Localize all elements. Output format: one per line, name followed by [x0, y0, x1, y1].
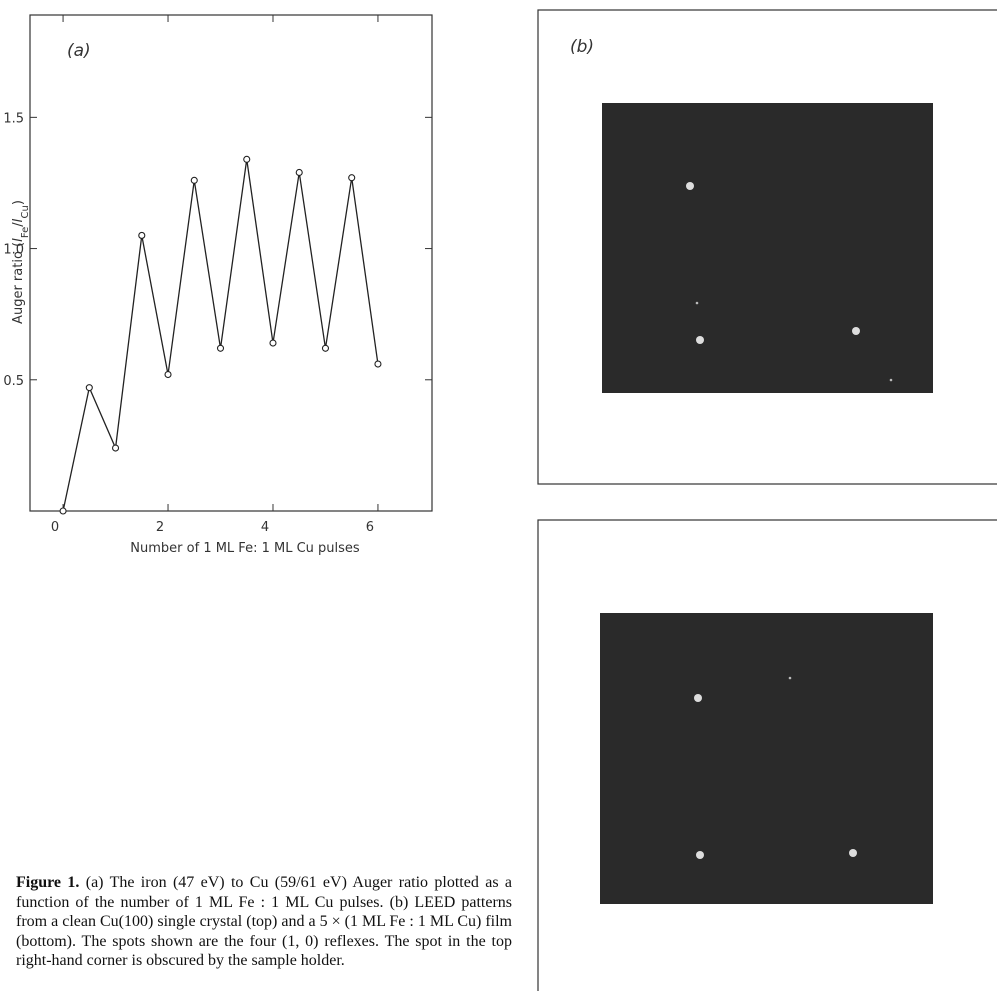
figure: (a) Number of 1 ML Fe: 1 ML Cu pulses Au…: [0, 0, 997, 991]
y-axis-label-part: Cu: [20, 205, 31, 218]
data-point: [86, 385, 92, 391]
data-point: [165, 372, 171, 378]
leed-spot: [849, 849, 857, 857]
x-tick-label: 4: [261, 520, 269, 535]
caption-text: (a) The iron (47 eV) to Cu (59/61 eV) Au…: [16, 874, 512, 969]
leed-spot: [694, 694, 702, 702]
data-point: [218, 345, 224, 351]
leed-spot: [852, 327, 860, 335]
plot-frame: [30, 15, 432, 511]
data-point: [191, 177, 197, 183]
data-point: [270, 340, 276, 346]
panel-label: (a): [67, 41, 91, 61]
x-tick-label: 2: [156, 520, 164, 535]
leed-image: [600, 613, 933, 904]
data-line: [63, 159, 378, 511]
leed-image: [602, 103, 933, 393]
data-point: [322, 345, 328, 351]
leed-spot: [696, 851, 704, 859]
plot-area: 0.5 1.0 1.5 0 2 4 6: [3, 15, 432, 535]
data-point: [296, 169, 302, 175]
caption: Figure 1. (a) The iron (47 eV) to Cu (59…: [16, 873, 512, 971]
leed-spot: [686, 182, 694, 190]
leed-spot: [696, 336, 704, 344]
x-axis-label: Number of 1 ML Fe: 1 ML Cu pulses: [130, 541, 360, 556]
data-point: [139, 232, 145, 238]
y-axis-label-part: Fe: [20, 227, 31, 238]
y-axis-label-part: ): [11, 200, 26, 205]
data-point: [244, 156, 250, 162]
y-tick-label: 1.0: [3, 243, 24, 258]
y-axis-label: Auger ratio (IFe/ICu): [11, 200, 31, 324]
data-point: [349, 175, 355, 181]
data-point: [375, 361, 381, 367]
page: (a) Number of 1 ML Fe: 1 ML Cu pulses Au…: [0, 0, 997, 991]
x-tick-label: 0: [51, 520, 59, 535]
panel-label: (b): [570, 37, 594, 57]
x-tick-label: 6: [366, 520, 374, 535]
y-tick-label: 0.5: [3, 374, 24, 389]
leed-spot: [696, 302, 699, 305]
y-tick-label: 1.5: [3, 111, 24, 126]
caption-label: Figure 1.: [16, 874, 79, 891]
leed-spot: [890, 379, 893, 382]
data-point: [113, 445, 119, 451]
leed-spot: [789, 677, 792, 680]
data-point: [60, 508, 66, 514]
